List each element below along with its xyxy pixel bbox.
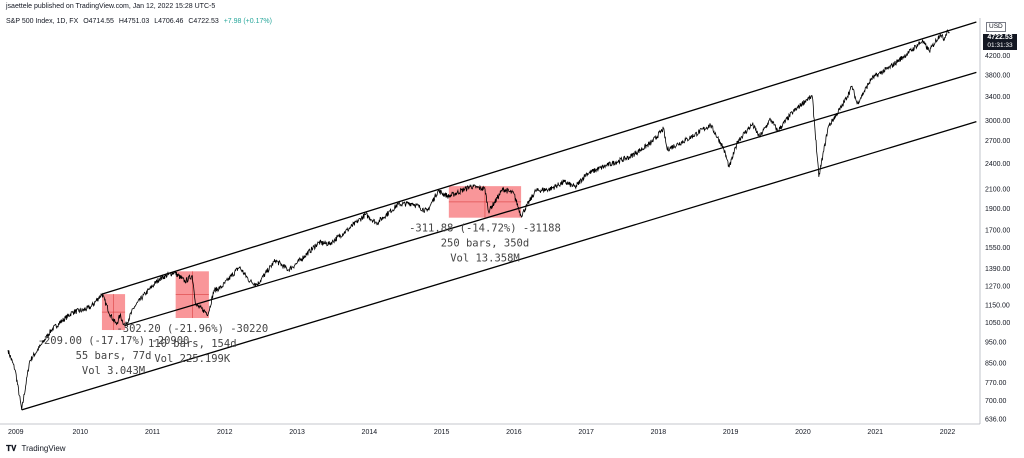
y-tick-9: 1550.00 — [985, 245, 1010, 252]
x-tick-0: 2009 — [8, 429, 24, 436]
x-tick-2: 2011 — [145, 429, 160, 436]
x-tick-3: 2012 — [217, 429, 233, 436]
y-tick-7: 1270.00 — [985, 283, 1010, 290]
x-tick-6: 2015 — [434, 429, 450, 436]
symbol-label[interactable]: S&P 500 Index, 1D, FX — [6, 18, 79, 25]
x-tick-5: 2014 — [362, 429, 378, 436]
y-tick-13: 2400.00 — [985, 161, 1010, 168]
y-tick-3: 850.00 — [985, 361, 1007, 368]
x-tick-1: 2010 — [72, 429, 88, 436]
y-tick-15: 3000.00 — [985, 118, 1010, 125]
measure-label-2-1: 250 bars, 350d — [441, 238, 530, 250]
x-tick-13: 2022 — [940, 429, 956, 436]
time-axis[interactable]: 2009 2010 2011 2012 2013 2014 2015 2016 2017 2018… — [8, 429, 955, 436]
y-tick-6: 1150.00 — [985, 303, 1010, 310]
y-tick-2: 770.00 — [985, 380, 1007, 387]
x-tick-11: 2020 — [795, 429, 811, 436]
y-tick-18: 4200.00 — [985, 53, 1010, 60]
close-value: C4722.53 — [188, 18, 219, 25]
y-tick-8: 1390.00 — [985, 266, 1010, 273]
ohlc-legend: S&P 500 Index, 1D, FX O4714.55 H4751.03 … — [6, 18, 275, 25]
x-tick-12: 2021 — [867, 429, 883, 436]
price-series[interactable] — [7, 29, 950, 410]
channel-line-0 — [101, 21, 977, 295]
footer-brand[interactable]: TradingView — [21, 444, 66, 453]
open-value: O4714.55 — [83, 18, 114, 25]
tradingview-logo-icon[interactable]: 𝐓𝐕 — [6, 444, 17, 453]
x-tick-10: 2019 — [723, 429, 739, 436]
footer: 𝐓𝐕 TradingView — [6, 444, 66, 454]
high-value: H4751.03 — [118, 18, 150, 25]
channel-line-1 — [124, 71, 977, 326]
measure-label-1-1: 110 bars, 154d — [148, 338, 237, 350]
x-tick-4: 2013 — [289, 429, 305, 436]
measure-label-0-2: Vol 3.043M — [82, 365, 145, 377]
measure-label-1-0: -302.20 (-21.96%) -30220 — [116, 323, 268, 335]
y-tick-16: 3400.00 — [985, 94, 1010, 101]
measure-label-0-0: -209.00 (-17.17%) -20900 — [38, 335, 190, 347]
y-tick-12: 2100.00 — [985, 187, 1010, 194]
price-series-line — [7, 29, 950, 410]
price-axis[interactable]: 636.00 700.00 770.00 850.00 950.00 1050.00 115… — [985, 53, 1010, 424]
x-tick-9: 2018 — [651, 429, 667, 436]
y-tick-0: 636.00 — [985, 417, 1007, 424]
measure-label-2-2: Vol 13.358M — [450, 253, 520, 265]
bar-countdown: 01:31:33 — [987, 42, 1013, 49]
measure-label-1-2: Vol 225.199K — [154, 353, 231, 365]
change-value: +7.98 (+0.17%) — [223, 18, 272, 25]
last-price-tag: 4722.53 01:31:33 — [983, 34, 1017, 50]
y-tick-5: 1050.00 — [985, 320, 1010, 327]
y-tick-4: 950.00 — [985, 339, 1007, 346]
publisher-credit: jsaettele published on TradingView.com, … — [6, 3, 216, 10]
channel-lines[interactable] — [21, 21, 977, 411]
x-tick-8: 2017 — [578, 429, 594, 436]
measure-label-2-0: -311.88 (-14.72%) -31188 — [409, 223, 561, 235]
currency-label[interactable]: USD — [986, 22, 1006, 32]
low-value: L4706.46 — [154, 18, 184, 25]
x-tick-7: 2016 — [506, 429, 522, 436]
y-tick-11: 1900.00 — [985, 206, 1010, 213]
y-tick-1: 700.00 — [985, 398, 1007, 405]
y-tick-10: 1700.00 — [985, 227, 1010, 234]
last-price: 4722.53 — [987, 34, 1013, 41]
measure-label-0-1: 55 bars, 77d — [76, 350, 152, 362]
channel-line-2 — [21, 121, 977, 411]
y-tick-17: 3800.00 — [985, 72, 1010, 79]
y-tick-14: 2700.00 — [985, 138, 1010, 145]
